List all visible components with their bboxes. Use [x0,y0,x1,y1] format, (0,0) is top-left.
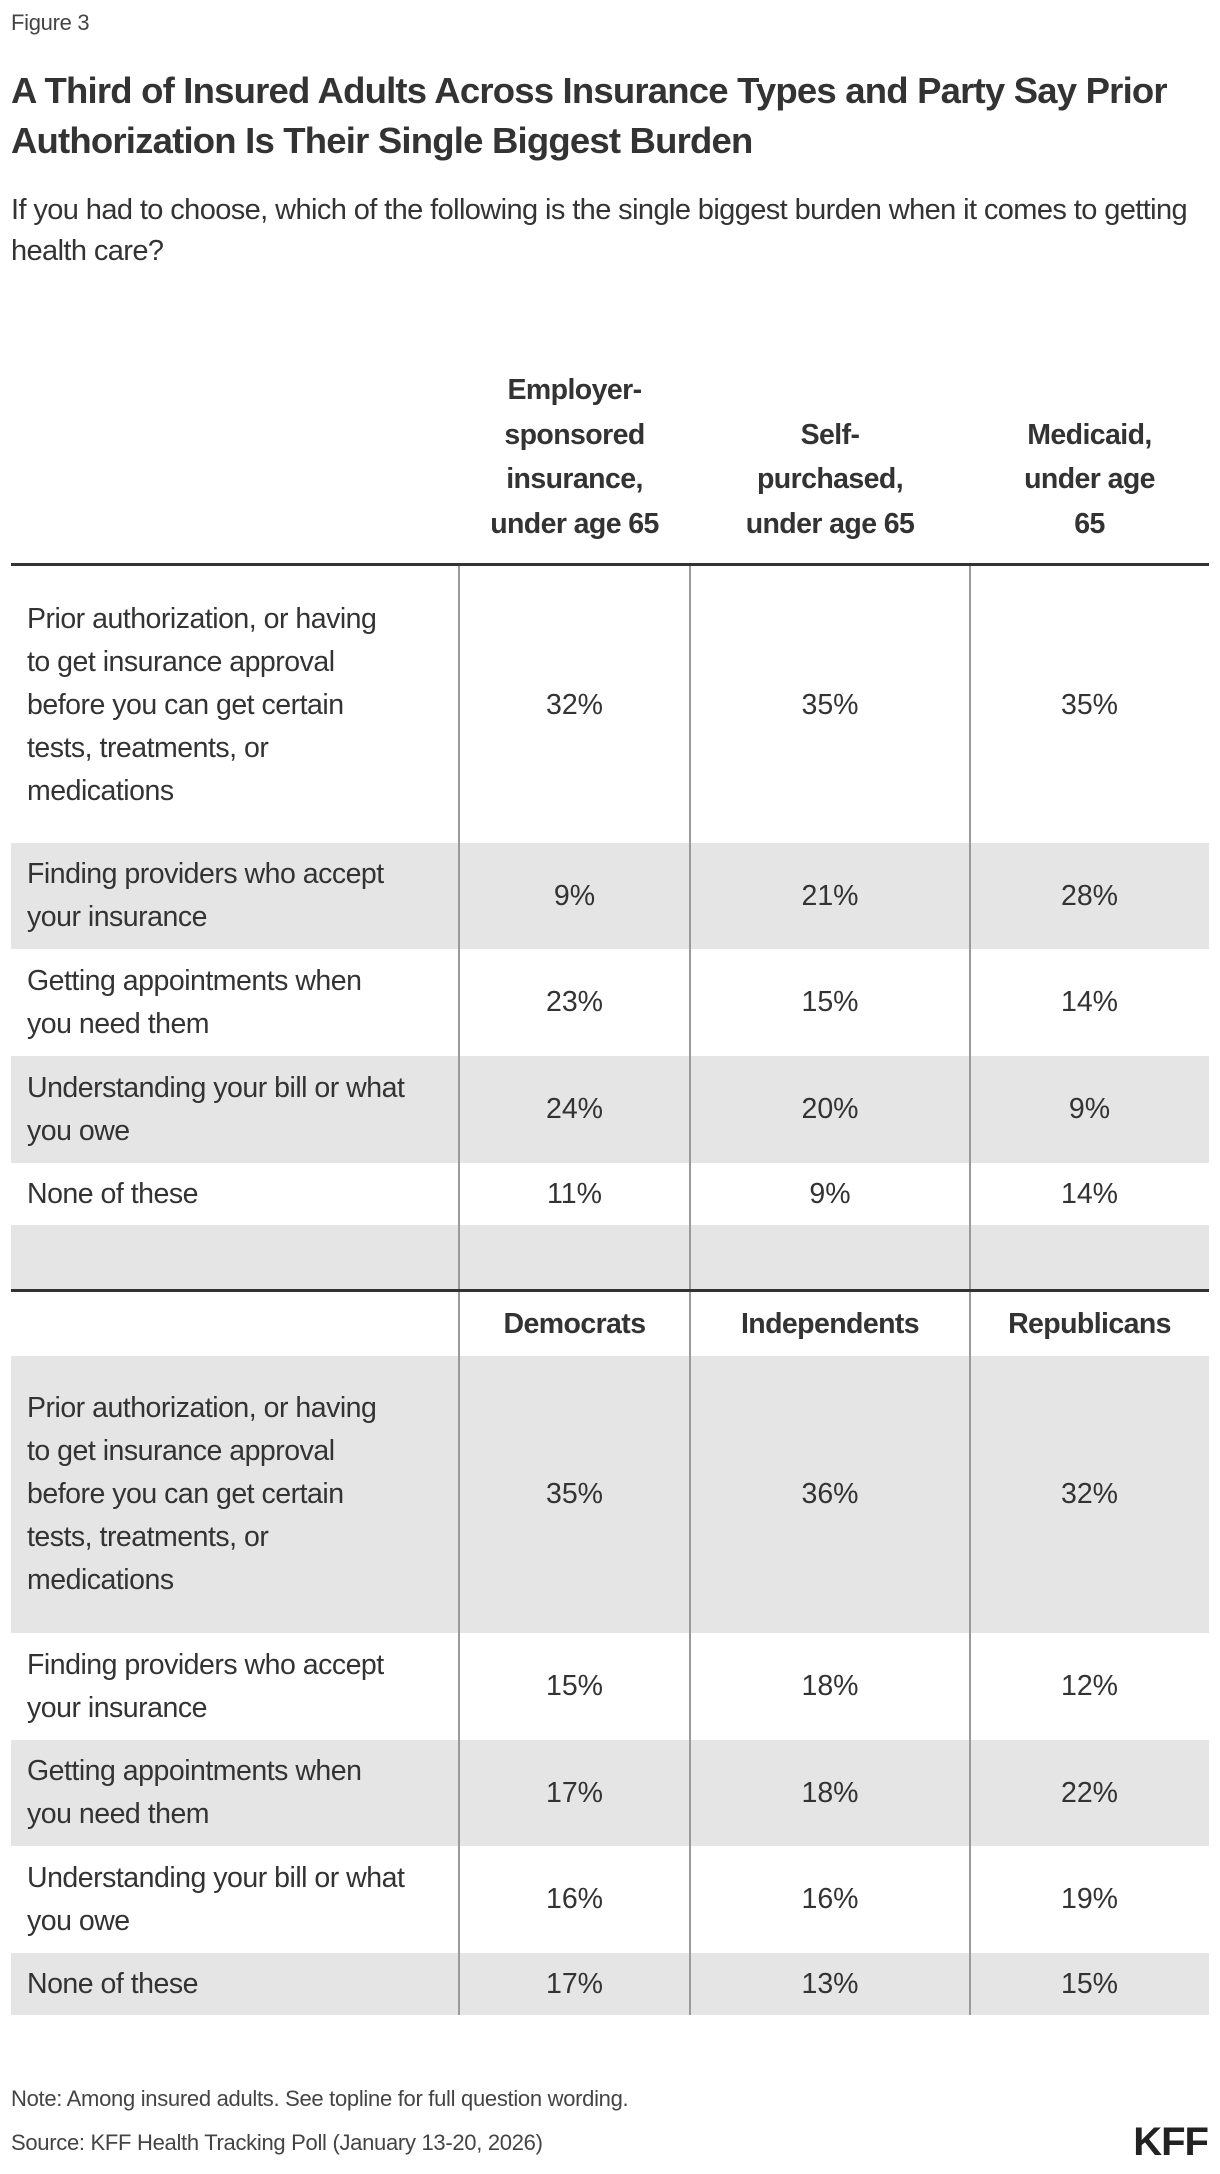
value-cell: 19% [1060,1883,1119,1915]
value-cell: 20% [801,1093,859,1125]
column-divider [969,566,971,1289]
value-cell: 35% [801,688,859,721]
table-row: Getting appointments when you need them … [11,949,1209,1056]
header-rule [11,563,1209,566]
table-row: Prior authorization, or having to get in… [11,567,1209,843]
value-cell: 13% [801,1967,859,2000]
row-label: Prior authorization, or having to get in… [27,602,377,807]
table-row: None of these 11% 9% 14% [11,1163,1209,1225]
figure-label: Figure 3 [11,10,90,35]
value-cell: 36% [801,1478,859,1510]
table-row: Getting appointments when you need them … [11,1740,1209,1846]
column-header: Independents [740,1307,920,1340]
column-divider [458,566,460,1289]
value-cell: 16% [545,1883,604,1915]
column-divider [458,1292,460,2015]
row-label: Finding providers who accept your insura… [27,1648,384,1724]
source-note: Source: KFF Health Tracking Poll (Januar… [11,2130,543,2155]
value-cell: 32% [1060,1478,1119,1510]
value-cell: 15% [545,1670,604,1702]
value-cell: 21% [801,879,859,912]
row-label: None of these [27,1177,198,1210]
value-cell: 14% [1060,986,1119,1018]
table-row: Prior authorization, or having to get in… [11,1356,1209,1633]
table-row: Understanding your bill or what you owe … [11,1056,1209,1163]
value-cell: 14% [1060,1177,1119,1210]
table-row: Understanding your bill or what you owe … [11,1846,1209,1953]
row-label: Finding providers who accept your insura… [27,858,384,933]
section-divider-rule [11,1289,1209,1292]
spacer-row [11,1225,1209,1289]
column-divider [689,566,691,1289]
value-cell: 18% [801,1670,859,1702]
row-label: Understanding your bill or what you owe [27,1861,405,1937]
value-cell: 23% [545,986,604,1018]
chart-subtitle: If you had to choose, which of the follo… [11,194,1188,267]
value-cell: 9% [809,1177,851,1210]
row-label: Getting appointments when you need them [27,964,362,1040]
value-cell: 12% [1060,1670,1119,1702]
value-cell: 24% [545,1093,604,1125]
value-cell: 15% [1060,1967,1119,2000]
value-cell: 18% [801,1776,859,1809]
column-divider [969,1292,971,2015]
value-cell: 28% [1060,879,1119,912]
value-cell: 35% [1060,688,1119,721]
row-label: Prior authorization, or having to get in… [27,1392,377,1596]
value-cell: 22% [1060,1776,1119,1809]
value-cell: 17% [545,1967,604,2000]
section1-header-row: Employer-sponsored insurance, under age … [11,320,1209,564]
column-header: Medicaid, under age 65 [1024,418,1155,540]
value-cell: 9% [553,879,596,912]
table-row: None of these 17% 13% 15% [11,1953,1209,2015]
kff-logo: KFF [1133,2120,1209,2164]
value-cell: 11% [547,1177,602,1210]
table-row: Finding providers who accept your insura… [11,1633,1209,1740]
column-header: Democrats [503,1307,647,1340]
value-cell: 32% [545,688,604,721]
column-header: Self-purchased, under age 65 [745,418,915,540]
row-label: Understanding your bill or what you owe [27,1071,405,1147]
value-cell: 17% [545,1776,604,1809]
value-cell: 16% [801,1883,859,1915]
value-cell: 9% [1068,1093,1111,1125]
value-cell: 15% [801,986,859,1018]
section2-header-row: Democrats Independents Republicans [11,1292,1209,1356]
column-divider [689,1292,691,2015]
footnote: Note: Among insured adults. See topline … [11,2086,629,2111]
column-header: Employer-sponsored insurance, under age … [490,374,659,540]
column-header: Republicans [1008,1307,1171,1340]
table-row: Finding providers who accept your insura… [11,843,1209,949]
value-cell: 35% [545,1478,604,1510]
row-label: None of these [27,1967,198,2000]
chart-title: A Third of Insured Adults Across Insuran… [11,70,1168,161]
row-label: Getting appointments when you need them [27,1755,362,1830]
